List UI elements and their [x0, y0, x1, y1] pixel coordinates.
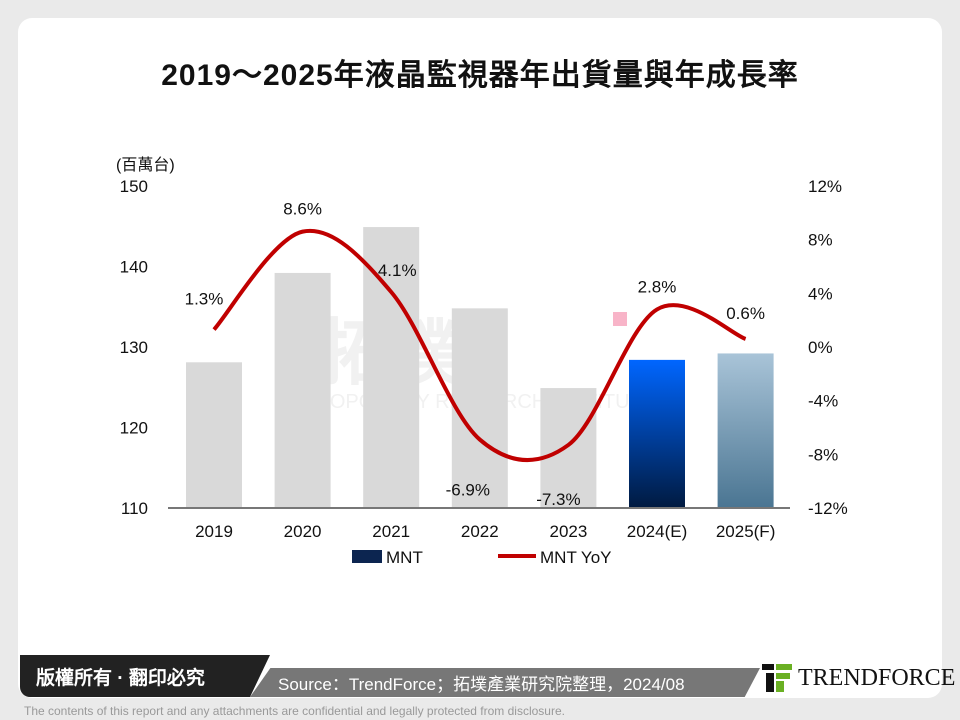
data-label-yoy: -6.9% — [446, 481, 490, 500]
y-tick-label: 110 — [121, 499, 148, 518]
y-tick-label: 130 — [120, 338, 148, 357]
chart-title: 2019～2025年液晶監視器年出貨量與年成長率 — [161, 59, 799, 92]
bar-2024(E) — [629, 359, 685, 508]
x-tick-label: 2019 — [195, 522, 233, 541]
trendforce-logo-text: TRENDFORCE — [798, 664, 956, 691]
bar-2022 — [451, 308, 508, 508]
x-tick-label: 2024(E) — [627, 522, 687, 541]
x-tick-label: 2023 — [549, 522, 587, 541]
data-label-yoy: 1.3% — [185, 290, 224, 309]
disclaimer: The contents of this report and any atta… — [24, 704, 565, 718]
y2-tick-label: -4% — [808, 392, 838, 411]
y-tick-label: 140 — [120, 258, 148, 277]
legend-label-mnt: MNT — [386, 548, 423, 567]
bar-2023 — [540, 388, 597, 508]
y2-tick-label: 4% — [808, 284, 833, 303]
data-label-yoy: 8.6% — [283, 200, 322, 219]
x-tick-label: 2025(F) — [716, 522, 776, 541]
bar-2019 — [186, 362, 242, 508]
y-tick-label: 150 — [120, 177, 148, 196]
y2-tick-label: -8% — [808, 445, 838, 464]
y2-tick-label: 12% — [808, 177, 842, 196]
data-label-yoy: -7.3% — [536, 490, 580, 509]
pink-marker — [613, 312, 627, 326]
bar-2025(F) — [717, 353, 774, 508]
data-label-yoy: 0.6% — [726, 304, 765, 323]
legend-label-yoy: MNT YoY — [540, 548, 612, 567]
x-tick-label: 2020 — [284, 522, 322, 541]
yoy-line — [212, 228, 747, 463]
x-tick-label: 2021 — [372, 522, 410, 541]
trendforce-logo: TRENDFORCE — [762, 664, 955, 692]
trendforce-logo-icon — [762, 664, 792, 692]
y2-tick-label: 8% — [808, 231, 833, 250]
y2-tick-label: 0% — [808, 338, 833, 357]
data-label-yoy: 4.1% — [378, 261, 417, 280]
y2-tick-label: -12% — [808, 499, 848, 518]
bar-2020 — [274, 272, 331, 508]
data-label-yoy: 2.8% — [638, 277, 677, 296]
source-banner: Source：TrendForce；拓墣產業研究院整理，2024/08 — [250, 668, 760, 697]
copyright-banner: 版權所有 · 翻印必究 — [20, 655, 270, 697]
y-axis-label: (百萬台) — [116, 156, 175, 174]
bar-2021 — [363, 227, 420, 508]
legend-swatch-mnt — [352, 550, 382, 563]
y-tick-label: 120 — [120, 419, 148, 438]
x-tick-label: 2022 — [461, 522, 499, 541]
